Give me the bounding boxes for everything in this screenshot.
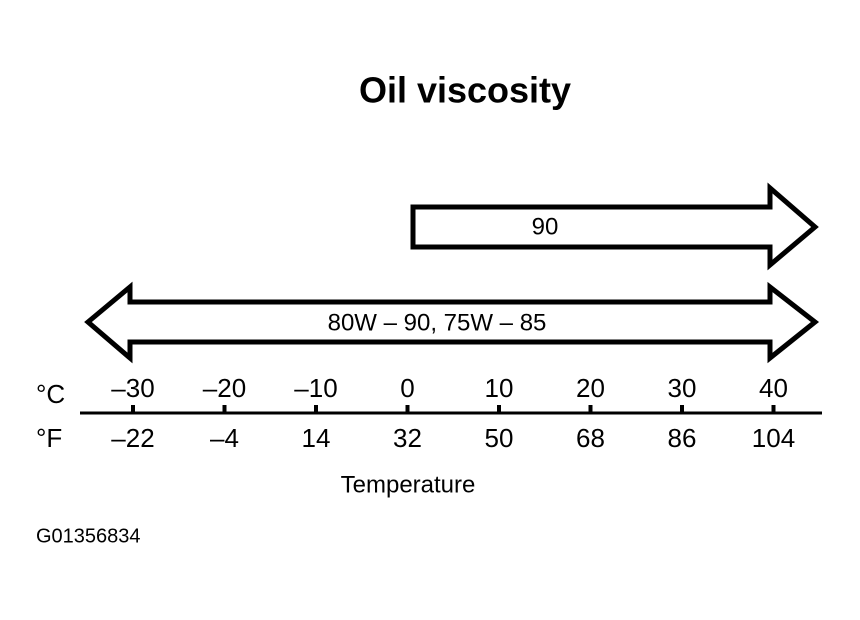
celsius-tick-label: –30 (111, 373, 154, 403)
celsius-tick-label: –20 (203, 373, 246, 403)
figure-id: G01356834 (36, 525, 141, 547)
celsius-tick-label: 20 (576, 373, 605, 403)
fahrenheit-tick-label: –22 (111, 423, 154, 453)
fahrenheit-tick-label: 86 (668, 423, 697, 453)
celsius-unit: °C (36, 379, 65, 409)
arrow-90 (410, 182, 819, 271)
celsius-tick-label: 0 (400, 373, 414, 403)
fahrenheit-tick-label: –4 (210, 423, 239, 453)
fahrenheit-unit: °F (36, 423, 62, 453)
arrow-multigrade (84, 281, 820, 364)
fahrenheit-tick-label: 104 (752, 423, 795, 453)
celsius-tick-label: 10 (485, 373, 514, 403)
celsius-tick-label: –10 (294, 373, 337, 403)
arrow-label: 80W – 90, 75W – 85 (328, 309, 547, 336)
fahrenheit-tick-label: 14 (302, 423, 331, 453)
celsius-tick-label: 40 (759, 373, 788, 403)
arrow-label: 90 (532, 213, 559, 240)
fahrenheit-tick-label: 50 (485, 423, 514, 453)
axis-label: Temperature (341, 471, 476, 498)
fahrenheit-tick-label: 68 (576, 423, 605, 453)
title: Oil viscosity (359, 70, 571, 111)
celsius-tick-label: 30 (668, 373, 697, 403)
fahrenheit-tick-label: 32 (393, 423, 422, 453)
